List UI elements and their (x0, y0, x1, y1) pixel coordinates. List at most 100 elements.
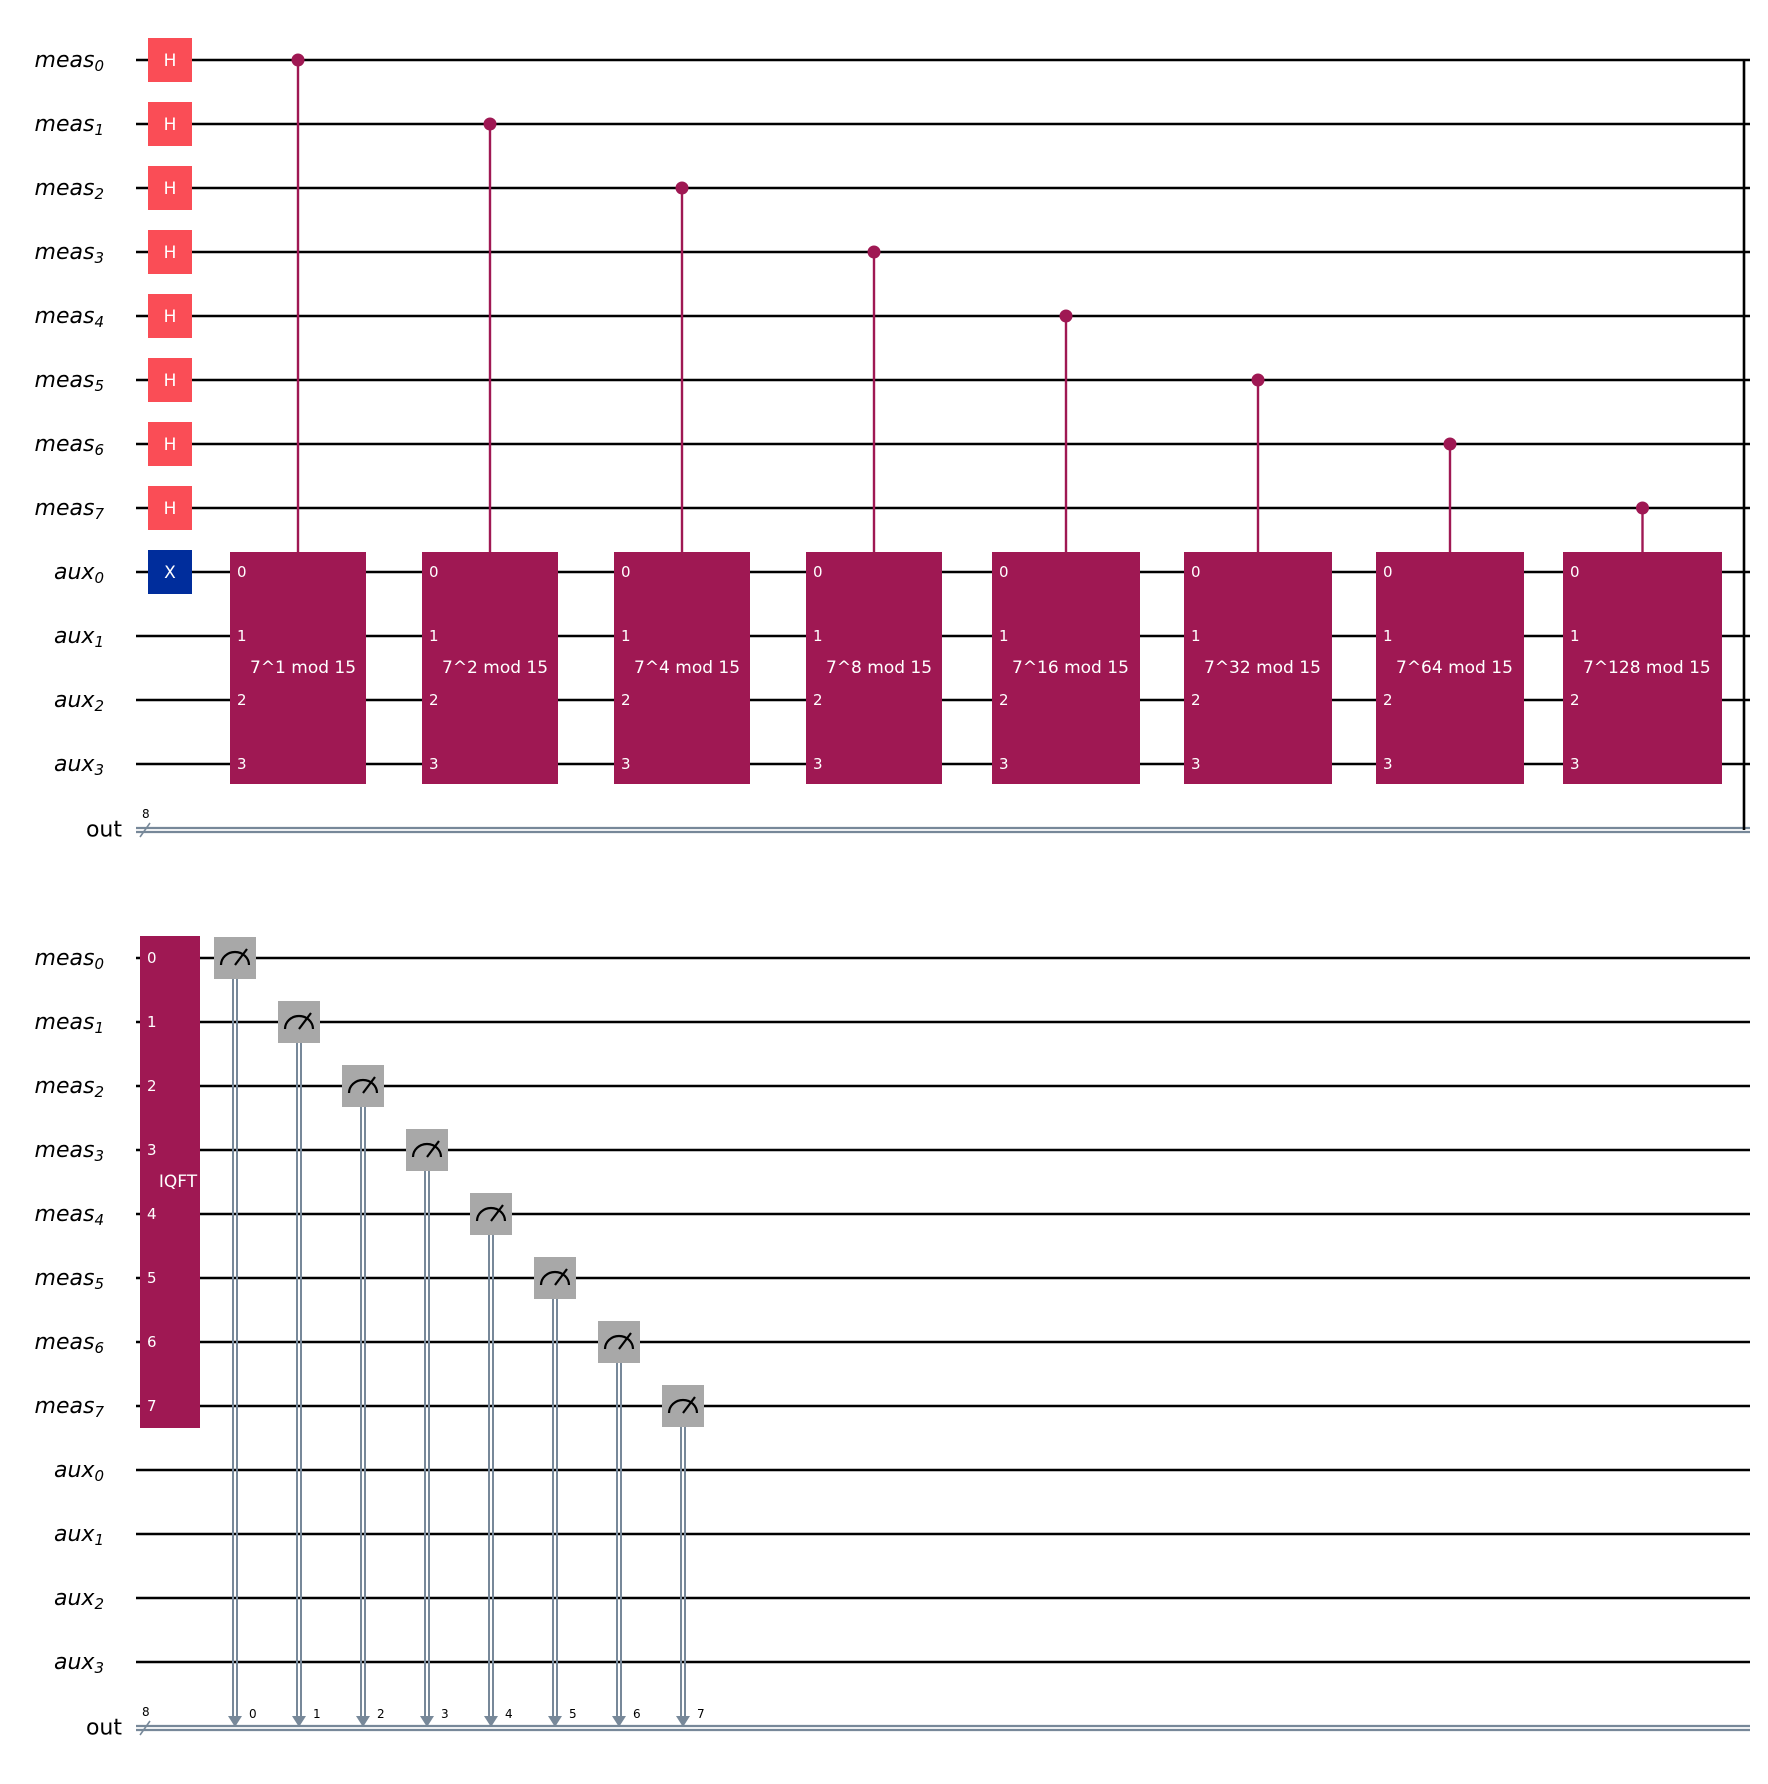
wire-label-base: aux (54, 624, 95, 649)
controlled-gate-3: 0 1 2 3 7^4 mod 15 (614, 181, 750, 784)
wire-label-meas0: meas0 (35, 946, 104, 974)
gate-box (148, 38, 192, 82)
wire-label-aux2: aux2 (54, 688, 104, 716)
pin-label: 0 (1191, 563, 1201, 581)
meter-needle-icon (490, 1204, 504, 1222)
pin-label: 3 (813, 755, 823, 773)
pin-label: 2 (621, 691, 631, 709)
measure-gate: 0 (214, 937, 257, 1727)
gate-label: IQFT (159, 1172, 198, 1192)
wire-label-meas6: meas6 (35, 432, 104, 460)
h-gate: H (148, 294, 192, 338)
pin-label: 3 (621, 755, 631, 773)
measure-arrow (548, 1716, 562, 1727)
pin-label: 0 (999, 563, 1009, 581)
h-gate: H (148, 166, 192, 210)
measure-arrow (484, 1716, 498, 1727)
gate-label: H (164, 307, 177, 327)
pin-label: 3 (1191, 755, 1201, 773)
wire-label-base: meas (35, 496, 95, 521)
h-gate: H (148, 486, 192, 530)
meter-needle-icon (298, 1012, 312, 1030)
meter-needle-icon (426, 1140, 440, 1158)
wire-label-subscript: 7 (94, 1403, 104, 1421)
control-dot (291, 53, 305, 67)
wire-label-meas3: meas3 (35, 1138, 104, 1166)
pin-label: 0 (813, 563, 823, 581)
wire-label-meas7: meas7 (35, 496, 105, 524)
register-slash (139, 1720, 151, 1736)
wire-label-base: aux (54, 752, 95, 777)
wire-label-subscript: 0 (94, 955, 104, 973)
controlled-gate-7: 0 1 2 3 7^64 mod 15 (1376, 437, 1524, 784)
register-width: 8 (142, 1705, 150, 1719)
wire-label-meas2: meas2 (35, 1074, 104, 1102)
gate-box (614, 552, 750, 784)
pin-label: 2 (813, 691, 823, 709)
control-dot (1059, 309, 1073, 323)
meter-icon (283, 1014, 315, 1030)
pin-label: 1 (1383, 627, 1393, 645)
iqft-gate: 0 1 2 3 4 5 6 7 IQFT (140, 936, 200, 1428)
gate-box (1376, 552, 1524, 784)
measure-arrow (356, 1716, 370, 1727)
gate-label: 7^16 mod 15 (1012, 658, 1129, 678)
pin-label: 2 (237, 691, 247, 709)
wire-label-meas1: meas1 (35, 112, 104, 140)
wire-label-aux0: aux0 (54, 1458, 104, 1486)
meter-icon (219, 950, 251, 966)
wire-label-subscript: 5 (94, 377, 104, 395)
classical-bit-index: 1 (313, 1707, 321, 1721)
gate-box (534, 1257, 576, 1299)
wire-label-subscript: 1 (94, 1019, 104, 1037)
wire-label-base: aux (54, 688, 95, 713)
meter-icon (667, 1398, 699, 1414)
wire-label-base: meas (35, 304, 95, 329)
gate-box (140, 936, 200, 1428)
wire-label-meas0: meas0 (35, 48, 104, 76)
measure-arrow (292, 1716, 306, 1727)
panel-top: meas0meas1meas2meas3meas4meas5meas6meas7… (35, 38, 1750, 843)
meter-needle-icon (234, 948, 248, 966)
gate-box (214, 937, 256, 979)
pin-label: 1 (621, 627, 631, 645)
pin-label: 2 (999, 691, 1009, 709)
gate-label: 7^128 mod 15 (1583, 658, 1711, 678)
gate-box (598, 1321, 640, 1363)
wire-label-meas1: meas1 (35, 1010, 104, 1038)
gate-box (148, 230, 192, 274)
wire-label-subscript: 1 (94, 1531, 104, 1549)
wire-label-meas5: meas5 (35, 368, 104, 396)
pin-label: 0 (621, 563, 631, 581)
gate-box (422, 552, 558, 784)
measure-gate: 7 (662, 1385, 705, 1727)
gate-label: 7^4 mod 15 (634, 658, 740, 678)
wire-label-aux2: aux2 (54, 1586, 104, 1614)
control-dot (483, 117, 497, 131)
control-dot (867, 245, 881, 259)
classical-bit-index: 2 (377, 1707, 385, 1721)
wire-label-meas7: meas7 (35, 1394, 105, 1422)
wire-label-meas2: meas2 (35, 176, 104, 204)
pin-label: 5 (147, 1269, 157, 1287)
wire-label-base: aux (54, 1522, 95, 1547)
wire-label-base: meas (35, 240, 95, 265)
wire-label-base: meas (35, 1266, 95, 1291)
wire-label-base: aux (54, 1458, 95, 1483)
gate-box (148, 294, 192, 338)
measure-gate: 3 (406, 1129, 449, 1727)
measure-gate: 4 (470, 1193, 513, 1727)
wire-label-subscript: 0 (94, 569, 104, 587)
gate-label: H (164, 243, 177, 263)
pin-label: 1 (147, 1013, 157, 1031)
wire-label-subscript: 1 (94, 121, 104, 139)
panel-bottom: meas0meas1meas2meas3meas4meas5meas6meas7… (35, 936, 1750, 1741)
measure-arrow (612, 1716, 626, 1727)
control-dot (1251, 373, 1265, 387)
wire-label-meas4: meas4 (35, 1202, 104, 1230)
meter-needle-icon (362, 1076, 376, 1094)
wire-label-subscript: 6 (94, 441, 104, 459)
gate-label: 7^32 mod 15 (1204, 658, 1321, 678)
wire-label-subscript: 2 (94, 185, 104, 203)
pin-label: 1 (237, 627, 247, 645)
